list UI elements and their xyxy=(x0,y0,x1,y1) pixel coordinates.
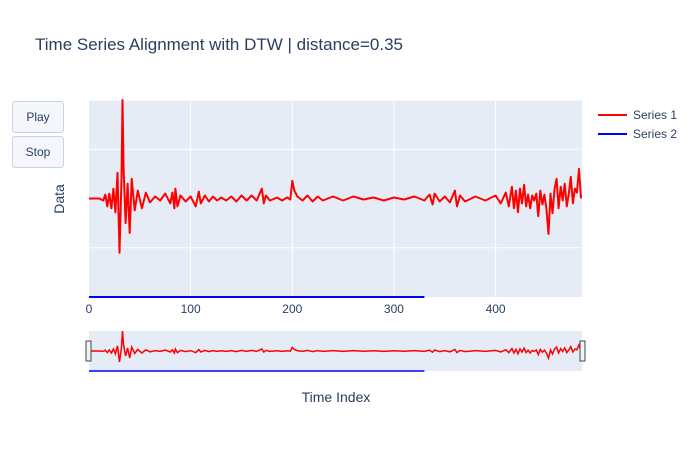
legend-label[interactable]: Series 2 xyxy=(633,127,677,141)
x-ticks: 0 100 200 300 400 xyxy=(86,302,506,316)
stop-button[interactable]: Stop xyxy=(12,136,64,168)
rangeslider-right-handle[interactable] xyxy=(579,340,586,362)
rangeslider-series-line-1 xyxy=(89,330,582,363)
play-button[interactable]: Play xyxy=(12,101,64,133)
series-line-1 xyxy=(89,99,582,254)
x-tick-label: 400 xyxy=(486,302,506,316)
rangeslider-left-handle[interactable] xyxy=(85,340,92,362)
x-tick-label: 0 xyxy=(86,302,93,316)
chart-title: Time Series Alignment with DTW | distanc… xyxy=(35,35,403,54)
x-tick-label: 100 xyxy=(181,302,201,316)
x-tick-label: 300 xyxy=(384,302,404,316)
series-layer xyxy=(89,99,582,298)
legend: Series 1 Series 2 xyxy=(598,108,677,141)
x-axis-title: Time Index xyxy=(302,389,371,405)
legend-label[interactable]: Series 1 xyxy=(633,108,677,122)
rangeslider-series xyxy=(89,330,582,372)
x-tick-label: 200 xyxy=(282,302,302,316)
y-axis-title: Data xyxy=(51,184,67,214)
